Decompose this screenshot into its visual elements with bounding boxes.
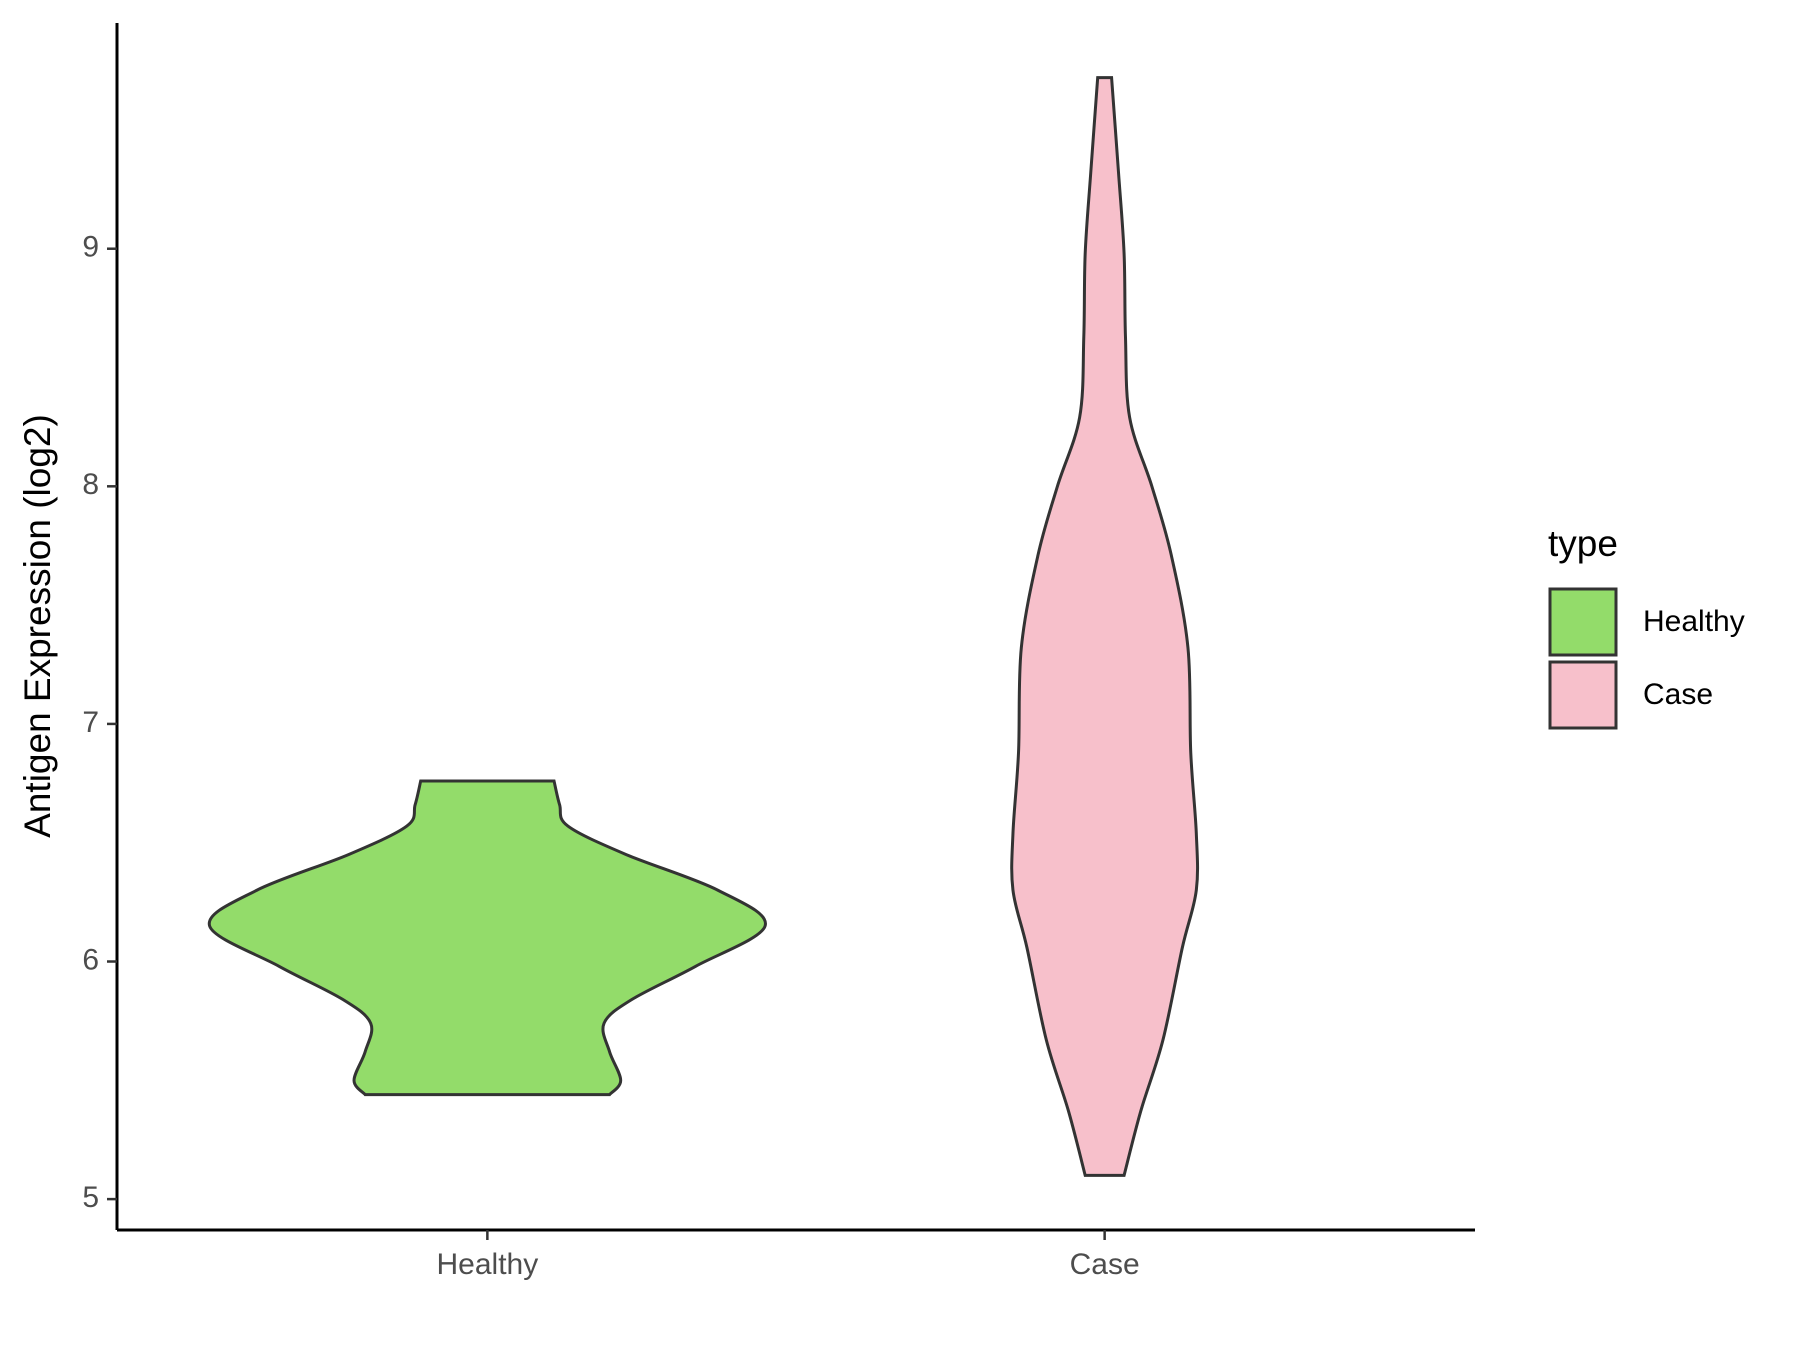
y-tick-label: 5 xyxy=(82,1181,99,1214)
y-tick-label: 9 xyxy=(82,231,99,264)
legend-title: type xyxy=(1548,523,1618,564)
violin xyxy=(1010,76,1200,1177)
violin xyxy=(207,779,767,1097)
y-tick-label: 8 xyxy=(82,468,99,501)
legend-key xyxy=(1548,587,1618,657)
x-tick-label: Case xyxy=(1070,1248,1140,1281)
legend-label: Healthy xyxy=(1643,605,1745,638)
x-tick-label: Healthy xyxy=(437,1248,539,1281)
legend-label: Case xyxy=(1643,678,1713,711)
y-tick-label: 7 xyxy=(82,706,99,739)
y-axis-title: Antigen Expression (log2) xyxy=(17,414,58,838)
y-tick-label: 6 xyxy=(82,943,99,976)
legend-key xyxy=(1548,660,1618,730)
